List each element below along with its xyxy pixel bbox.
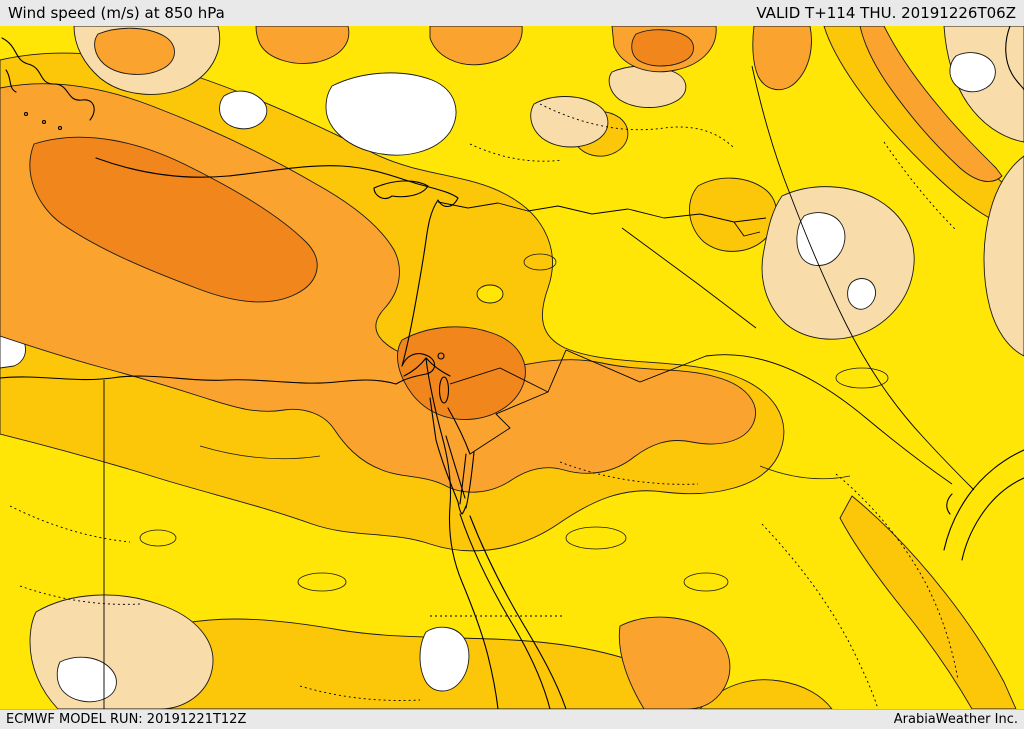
country-borders <box>103 65 975 709</box>
coastlines <box>0 26 1024 709</box>
valid-time-label: VALID T+114 THU. 20191226T06Z <box>756 4 1016 22</box>
dashed-borders <box>9 103 959 709</box>
wind-speed-map <box>0 26 1024 709</box>
header-bar: Wind speed (m/s) at 850 hPa VALID T+114 … <box>0 0 1024 26</box>
contour-details <box>139 253 889 592</box>
map-canvas <box>0 26 1024 709</box>
footer-bar: ECMWF MODEL RUN: 20191221T12Z ArabiaWeat… <box>0 709 1024 729</box>
model-run-label: ECMWF MODEL RUN: 20191221T12Z <box>6 712 247 727</box>
contour-fills <box>0 26 1024 709</box>
map-title: Wind speed (m/s) at 850 hPa <box>8 4 225 22</box>
provider-label: ArabiaWeather Inc. <box>893 712 1018 727</box>
